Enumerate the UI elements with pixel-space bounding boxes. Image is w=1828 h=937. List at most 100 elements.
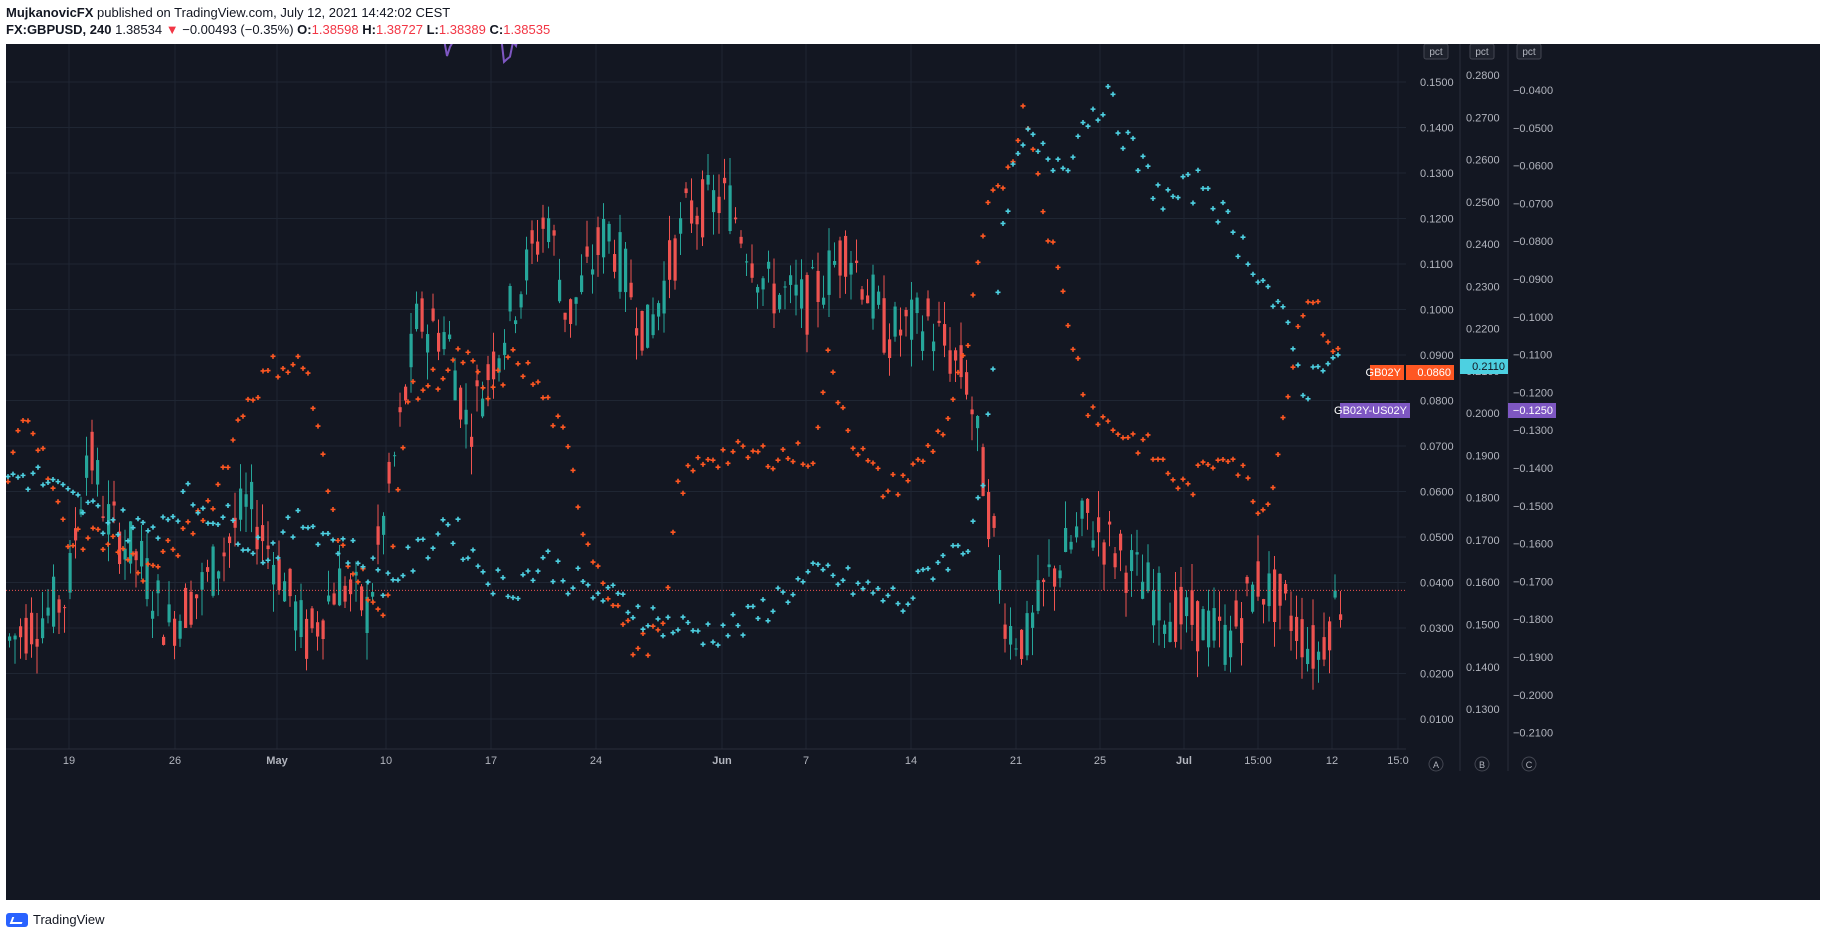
us02y-cross-marker <box>80 510 86 516</box>
us02y-cross-marker <box>395 577 401 583</box>
candle-body <box>734 217 738 220</box>
candle-body <box>497 358 501 373</box>
gb02y-cross-marker <box>250 397 256 403</box>
gb02y-cross-marker <box>230 437 236 443</box>
us02y-cross-marker <box>630 615 636 621</box>
symbol-label[interactable]: FX:GBPUSD, 240 <box>6 22 112 37</box>
candle-body <box>981 447 985 496</box>
us02y-cross-marker <box>275 555 281 561</box>
gb02y-cross-marker <box>190 531 196 537</box>
candle-body <box>585 246 589 257</box>
axis-c-tick-label: −0.1700 <box>1513 576 1553 588</box>
us02y-cross-marker <box>195 510 201 516</box>
candle-body <box>294 601 298 631</box>
candle-body <box>915 297 919 314</box>
candle-body <box>701 179 705 238</box>
candle-body <box>706 175 710 185</box>
us02y-cross-marker <box>155 535 161 541</box>
down-arrow-icon: ▼ <box>165 22 179 37</box>
us02y-cross-marker <box>620 591 626 597</box>
candle-body <box>101 516 105 519</box>
gb02y-cross-marker <box>990 187 996 193</box>
gb02y-cross-marker <box>910 461 916 467</box>
spread-name-label-bg <box>1340 403 1410 418</box>
gb02y-cross-marker <box>635 645 641 651</box>
chart-area[interactable]: pct 0.1500 0.1400 0.1300 0.1200 0.1100 0.1000 0… <box>6 44 1820 900</box>
gb02y-cross-marker <box>720 447 726 453</box>
gb02y-cross-marker <box>550 423 556 429</box>
candle-body <box>442 332 446 350</box>
us02y-cross-marker <box>615 590 621 596</box>
candle-body <box>1240 618 1244 644</box>
author-name[interactable]: MujkanovicFX <box>6 5 94 20</box>
gb02y-cross-marker <box>560 424 566 430</box>
candle-body <box>602 218 606 258</box>
candle-body <box>206 567 210 572</box>
us02y-cross-marker <box>715 642 721 648</box>
gb02y-cross-marker <box>580 531 586 537</box>
us02y-cross-marker <box>1150 195 1156 201</box>
gb02y-cross-marker <box>410 379 416 385</box>
candle-body <box>107 504 111 535</box>
gb02y-cross-marker <box>165 537 171 543</box>
tradingview-logo[interactable]: TradingView <box>6 912 105 927</box>
us02y-cross-marker <box>1290 346 1296 352</box>
us02y-cross-marker <box>885 592 891 598</box>
candle-body <box>882 298 886 353</box>
us02y-cross-marker <box>550 579 556 585</box>
axis-a-corner-label: A <box>1433 760 1439 770</box>
candle-body <box>789 275 793 285</box>
candle-body <box>288 568 292 597</box>
candle-body <box>481 398 485 417</box>
gb02y-cross-marker <box>445 367 451 373</box>
candle-body <box>503 342 507 356</box>
candle-body <box>871 274 875 319</box>
ohlc-legend: FX:GBPUSD, 240 1.38534 ▼ −0.00493 (−0.35… <box>6 22 550 37</box>
candle-body <box>211 546 215 596</box>
candle-body <box>1014 648 1018 650</box>
gb02y-cross-marker <box>95 526 101 532</box>
us02y-cross-marker <box>310 523 316 529</box>
candle-body <box>63 607 67 609</box>
us02y-cross-marker <box>1185 172 1191 178</box>
gb02y-cross-marker <box>6 479 11 485</box>
axis-a-unit-badge <box>1423 44 1449 60</box>
gb02y-cross-marker <box>200 518 206 524</box>
us02y-cross-marker <box>370 555 376 561</box>
gb02y-cross-marker <box>920 458 926 464</box>
candle-body <box>420 298 424 332</box>
gb02y-cross-marker <box>85 535 91 541</box>
gb02y-cross-marker <box>915 457 921 463</box>
us02y-cross-marker <box>1000 220 1006 226</box>
chart-canvas[interactable]: pct 0.1500 0.1400 0.1300 0.1200 0.1100 0.1000 0… <box>6 44 1820 900</box>
gb02y-cross-marker <box>870 460 876 466</box>
us02y-cross-marker <box>1045 156 1051 162</box>
candle-body <box>1058 570 1062 579</box>
us02y-cross-marker <box>1075 133 1081 139</box>
candle-body <box>816 270 820 302</box>
candle-body <box>668 240 672 280</box>
gb02y-cross-marker <box>1210 465 1216 471</box>
gb02y-cross-marker <box>1175 485 1181 491</box>
publish-date: published on TradingView.com, July 12, 2… <box>97 5 451 20</box>
gb02y-cross-marker <box>595 563 601 569</box>
gb02y-cross-marker <box>115 549 121 555</box>
us02y-cross-marker <box>210 520 216 526</box>
candle-body <box>1212 608 1216 641</box>
us02y-cross-marker <box>920 567 926 573</box>
brand-name: TradingView <box>33 912 105 927</box>
gb02y-cross-marker <box>140 578 146 584</box>
gb02y-cross-marker <box>995 183 1001 189</box>
us02y-cross-marker <box>1285 319 1291 325</box>
candle-body <box>690 200 694 224</box>
us02y-cross-marker <box>880 598 886 604</box>
us02y-cross-marker <box>375 567 381 573</box>
gb02y-cross-marker <box>1005 164 1011 170</box>
us02y-cross-marker <box>320 531 326 537</box>
us02y-cross-marker <box>490 591 496 597</box>
candle-body <box>30 612 34 645</box>
us02y-cross-marker <box>15 474 21 480</box>
candle-body <box>646 304 650 348</box>
candle-body <box>624 248 628 293</box>
candle-body <box>283 581 287 602</box>
